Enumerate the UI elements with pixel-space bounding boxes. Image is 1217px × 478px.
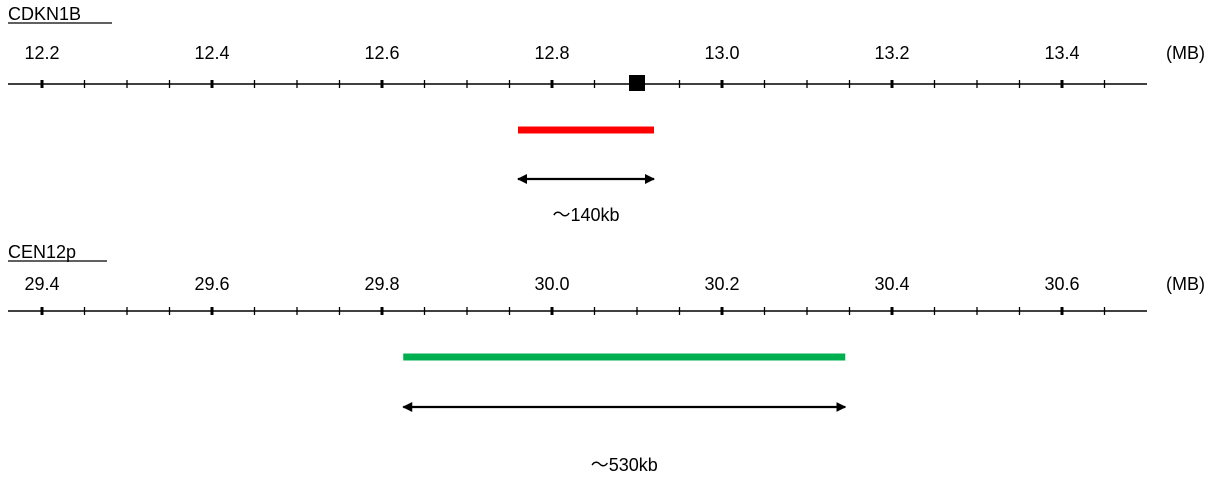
tick-label: 29.6	[194, 274, 229, 294]
tick-label: 29.8	[364, 274, 399, 294]
tick-label: 12.6	[364, 43, 399, 63]
unit-label-cen12p: (MB)	[1166, 274, 1205, 294]
tick-label: 13.2	[874, 43, 909, 63]
cdkn1b-span-label: ～140kb	[552, 205, 619, 225]
tick-label: 13.4	[1044, 43, 1079, 63]
panel-title-cen12p: CEN12p	[8, 242, 76, 262]
tick-labels-cen12p: 29.4 29.6 29.8 30.0 30.2 30.4 30.6	[24, 274, 1079, 294]
unit-label-cdkn1b: (MB)	[1166, 43, 1205, 63]
tick-label: 30.2	[704, 274, 739, 294]
tick-label: 12.8	[534, 43, 569, 63]
axis-ticks-cdkn1b	[40, 80, 1106, 88]
tick-label: 13.0	[704, 43, 739, 63]
tick-label: 12.2	[24, 43, 59, 63]
tick-label: 12.4	[194, 43, 229, 63]
tick-label: 30.6	[1044, 274, 1079, 294]
panel-cen12p: CEN12p (MB) 29.4 29.6 29.8 30.0 30.2 30.4 30.6…	[8, 242, 1205, 475]
cen12p-span-label: ～530kb	[591, 455, 658, 475]
panel-cdkn1b: CDKN1B (MB) 12.2 12.4 12.6 12.8 13.0 13.2 13.4…	[8, 4, 1205, 225]
tick-label: 29.4	[24, 274, 59, 294]
cdkn1b-gene-marker	[629, 75, 645, 91]
tick-label: 30.4	[874, 274, 909, 294]
axis-ticks-cen12p	[40, 307, 1106, 315]
tick-label: 30.0	[534, 274, 569, 294]
tick-labels-cdkn1b: 12.2 12.4 12.6 12.8 13.0 13.2 13.4	[24, 43, 1079, 63]
panel-title-cdkn1b: CDKN1B	[8, 4, 81, 24]
